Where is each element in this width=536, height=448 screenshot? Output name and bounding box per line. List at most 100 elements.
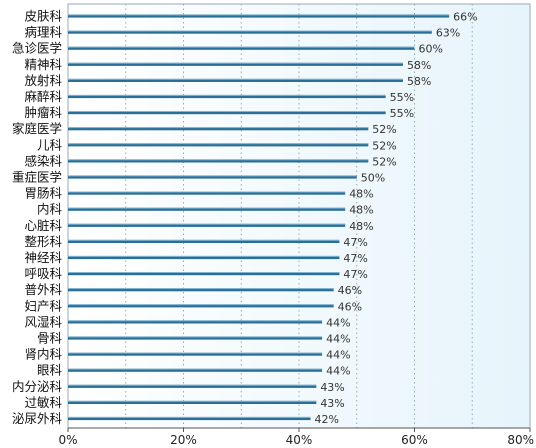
value-label: 60% bbox=[419, 43, 443, 56]
bar bbox=[68, 94, 386, 99]
value-label: 44% bbox=[326, 316, 350, 329]
category-label: 儿科 bbox=[37, 137, 63, 152]
category-label: 过敏科 bbox=[24, 395, 62, 410]
bar-group-0 bbox=[68, 14, 450, 18]
category-label: 急诊医学 bbox=[12, 41, 62, 56]
value-label: 52% bbox=[372, 155, 396, 168]
category-label: 风湿科 bbox=[24, 314, 62, 329]
value-label: 52% bbox=[372, 139, 396, 152]
bar-highlight bbox=[68, 14, 450, 16]
bar-group-24 bbox=[68, 400, 317, 404]
bar-highlight bbox=[68, 304, 334, 306]
bar bbox=[68, 175, 357, 179]
bar bbox=[68, 352, 323, 356]
bar-highlight bbox=[68, 239, 340, 241]
bar-highlight bbox=[68, 30, 432, 32]
bar-group-7 bbox=[68, 127, 369, 131]
bar-group-25 bbox=[68, 416, 311, 421]
bar-group-5 bbox=[68, 94, 386, 99]
bar-group-14 bbox=[68, 239, 340, 243]
bar-highlight bbox=[68, 78, 403, 80]
bar-group-4 bbox=[68, 78, 403, 82]
bar-group-17 bbox=[68, 288, 334, 292]
bar bbox=[68, 207, 346, 211]
bar-highlight bbox=[68, 159, 369, 161]
bar bbox=[68, 239, 340, 243]
category-label: 骨科 bbox=[37, 331, 63, 346]
x-tick-label: 0% bbox=[58, 433, 77, 447]
value-label: 48% bbox=[349, 188, 373, 201]
bar bbox=[68, 46, 415, 50]
category-label: 普外科 bbox=[24, 282, 62, 297]
category-label: 呼吸科 bbox=[24, 266, 62, 281]
value-label: 44% bbox=[326, 333, 350, 346]
category-label: 麻醉科 bbox=[24, 89, 62, 104]
value-label: 55% bbox=[390, 107, 414, 120]
bar bbox=[68, 14, 450, 18]
category-label: 重症医学 bbox=[12, 170, 62, 185]
bar-group-20 bbox=[68, 336, 323, 340]
category-label: 皮肤科 bbox=[24, 9, 62, 24]
bar bbox=[68, 416, 311, 421]
bar bbox=[68, 336, 323, 340]
bar bbox=[68, 288, 334, 292]
category-label: 内分泌科 bbox=[12, 379, 63, 394]
value-label: 52% bbox=[372, 123, 396, 136]
bar-group-13 bbox=[68, 223, 346, 227]
value-label: 66% bbox=[453, 11, 477, 24]
bar bbox=[68, 159, 369, 163]
bar-highlight bbox=[68, 384, 317, 386]
bar-group-6 bbox=[68, 111, 386, 115]
x-tick-label: 80% bbox=[507, 433, 534, 447]
bar-group-11 bbox=[68, 191, 346, 195]
bar bbox=[68, 30, 432, 34]
value-label: 46% bbox=[338, 300, 362, 313]
value-label: 48% bbox=[349, 220, 373, 233]
bar bbox=[68, 191, 346, 195]
bar-highlight bbox=[68, 288, 334, 290]
bar-group-2 bbox=[68, 46, 415, 50]
category-label: 肾内科 bbox=[24, 347, 62, 362]
category-label: 眼科 bbox=[37, 363, 63, 378]
value-label: 42% bbox=[315, 413, 339, 426]
bar-highlight bbox=[68, 127, 369, 129]
bar-highlight bbox=[68, 143, 369, 145]
bar bbox=[68, 384, 317, 388]
bar-highlight bbox=[68, 223, 346, 225]
category-label: 病理科 bbox=[24, 25, 62, 40]
bar-highlight bbox=[68, 191, 346, 193]
bar-group-16 bbox=[68, 272, 340, 276]
value-label: 47% bbox=[343, 268, 367, 281]
value-label: 63% bbox=[436, 27, 460, 40]
value-label: 43% bbox=[320, 381, 344, 394]
bar bbox=[68, 143, 369, 147]
x-tick-label: 20% bbox=[170, 433, 197, 447]
value-label: 58% bbox=[407, 59, 431, 72]
bar-highlight bbox=[68, 400, 317, 402]
category-label: 胃肠科 bbox=[24, 186, 62, 201]
bar bbox=[68, 127, 369, 131]
category-label: 放射科 bbox=[24, 73, 62, 88]
bar-group-9 bbox=[68, 159, 369, 163]
category-label: 泌尿外科 bbox=[12, 411, 63, 426]
bar-group-12 bbox=[68, 207, 346, 211]
bar-highlight bbox=[68, 320, 323, 322]
bar-group-23 bbox=[68, 384, 317, 388]
value-label: 50% bbox=[361, 172, 385, 185]
bar bbox=[68, 400, 317, 404]
value-label: 47% bbox=[343, 252, 367, 265]
bar-highlight bbox=[68, 352, 323, 354]
bar bbox=[68, 62, 403, 66]
category-label: 心脏科 bbox=[24, 218, 62, 233]
x-tick-label: 60% bbox=[401, 433, 428, 447]
bar bbox=[68, 111, 386, 115]
value-label: 47% bbox=[343, 236, 367, 249]
bar-group-8 bbox=[68, 143, 369, 147]
bar bbox=[68, 223, 346, 227]
value-label: 58% bbox=[407, 75, 431, 88]
value-label: 44% bbox=[326, 365, 350, 378]
category-label: 精神科 bbox=[24, 57, 62, 72]
bar-group-10 bbox=[68, 175, 357, 179]
